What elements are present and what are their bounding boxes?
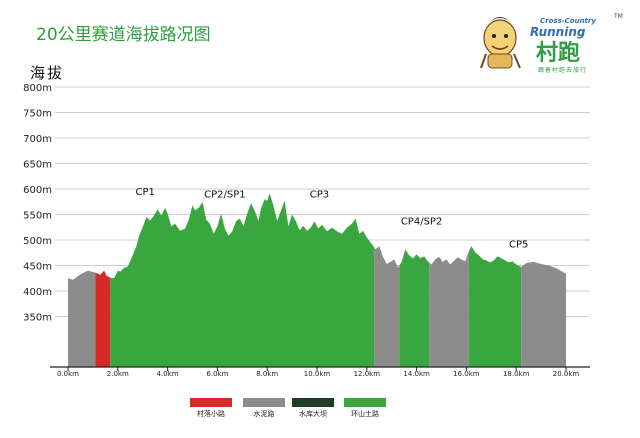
logo-mark: TM: [613, 13, 623, 20]
segment-area: [126, 193, 375, 367]
y-tick-label: 500m: [23, 236, 52, 247]
segment-area: [521, 261, 566, 367]
x-tick-label: 2.0km: [107, 370, 129, 378]
y-tick-label: 650m: [23, 160, 52, 171]
mascot-icon: [480, 17, 521, 69]
legend-label: 环山土路: [351, 409, 379, 418]
logo-tagline: 跟着村跑去旅行: [538, 66, 587, 74]
legend-label: 村落小路: [197, 409, 225, 418]
x-tick-label: 20.0km: [553, 370, 580, 378]
legend-swatch: [292, 398, 334, 407]
checkpoint-label: CP2/SP1: [204, 190, 245, 201]
legend: 村落小路 水泥路 水库大坝 环山土路: [190, 398, 386, 418]
checkpoint-label: CP5: [509, 240, 528, 251]
checkpoint-label: CP4/SP2: [401, 217, 442, 228]
y-tick-label: 450m: [23, 262, 52, 273]
checkpoint-labels: CP1 CP2/SP1 CP3 CP4/SP2 CP5: [136, 187, 529, 251]
elevation-area: [68, 193, 566, 367]
y-tick-label: 350m: [23, 313, 52, 324]
segment-area: [110, 267, 127, 367]
chart-title: 20公里赛道海拔路况图: [36, 25, 211, 45]
logo-brand: 村跑: [536, 41, 580, 66]
logo-line2: Running: [530, 25, 586, 39]
y-tick-label: 400m: [23, 287, 52, 298]
y-tick-label: 700m: [23, 134, 52, 145]
checkpoint-label: CP1: [136, 187, 155, 198]
y-tick-label: 550m: [23, 211, 52, 222]
segment-area: [468, 246, 522, 367]
segment-area: [429, 251, 469, 367]
y-tick-label: 800m: [23, 83, 52, 94]
x-tick-label: 10.0km: [304, 370, 331, 378]
y-tick-label: 750m: [23, 109, 52, 120]
x-tick-label: 18.0km: [503, 370, 530, 378]
segment-area: [95, 270, 111, 367]
logo-line1: Cross-Country: [540, 17, 596, 25]
legend-label: 水库大坝: [299, 409, 327, 418]
x-tick-label: 16.0km: [453, 370, 480, 378]
x-tick-label: 8.0km: [256, 370, 278, 378]
x-tick-label: 14.0km: [403, 370, 430, 378]
legend-swatch: [190, 398, 232, 407]
legend-label: 水泥路: [254, 409, 275, 418]
x-tick-label: 4.0km: [157, 370, 179, 378]
segment-area: [68, 270, 96, 367]
legend-swatch: [243, 398, 285, 407]
brand-logo: Cross-Country Running 村跑 TM 跟着村跑去旅行: [480, 13, 623, 74]
segment-area: [399, 249, 430, 367]
axes: 350m 400m 450m 500m 550m 600m 650m 700m 750m 800m…: [23, 83, 590, 378]
y-tick-label: 600m: [23, 185, 52, 196]
y-axis-label: 海拔: [30, 64, 65, 82]
x-tick-label: 12.0km: [354, 370, 381, 378]
x-tick-label: 6.0km: [206, 370, 228, 378]
x-tick-label: 0.0km: [57, 370, 79, 378]
segment-area: [374, 246, 400, 367]
legend-swatch: [344, 398, 386, 407]
checkpoint-label: CP3: [310, 190, 329, 201]
